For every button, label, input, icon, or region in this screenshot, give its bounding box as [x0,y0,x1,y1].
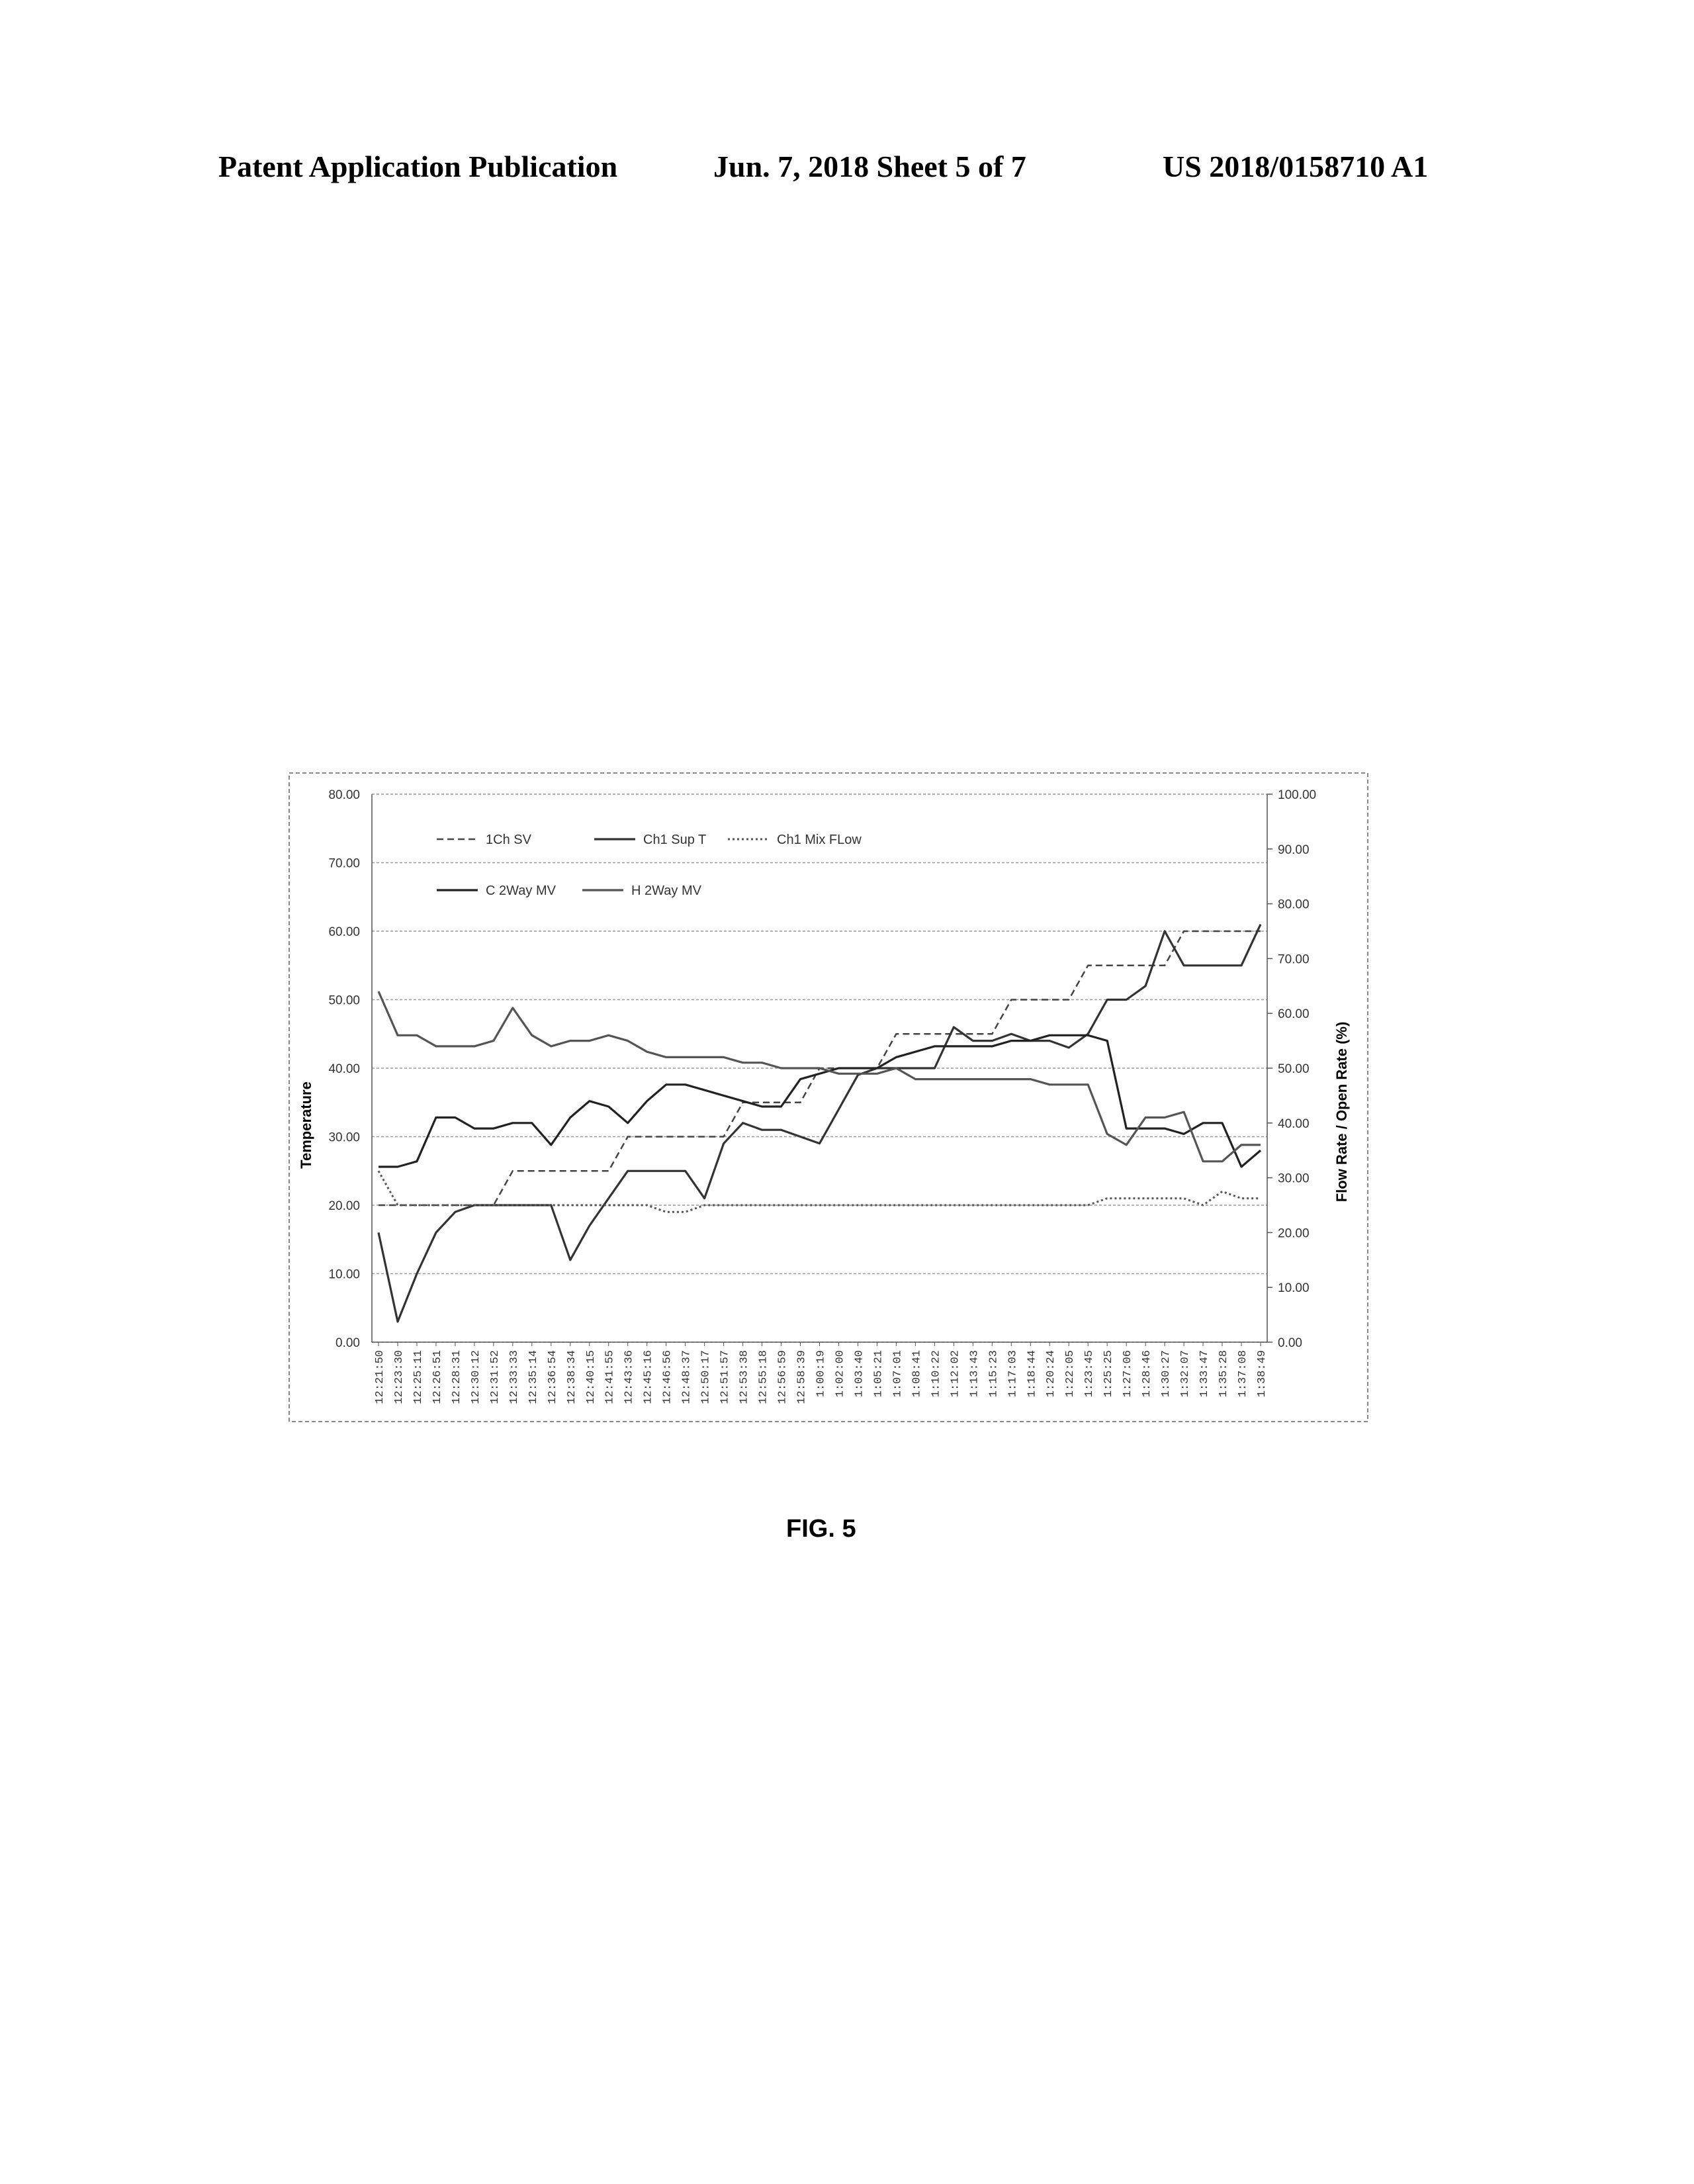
y-axis-label-right: Flow Rate / Open Rate (%) [1333,1022,1350,1203]
y-tick-label-right: 10.00 [1278,1281,1310,1295]
legend-label: 1Ch SV [486,833,532,847]
x-tick-label: 1:13:43 [968,1350,981,1397]
y-axis-label-left: Temperature [298,1081,314,1169]
x-tick-label: 12:38:34 [566,1350,578,1404]
x-tick-label: 12:31:52 [489,1350,502,1404]
x-tick-label: 12:35:14 [527,1350,540,1404]
legend-label: Ch1 Mix FLow [777,833,862,847]
y-tick-label-left: 70.00 [328,857,360,871]
x-tick-label: 1:38:49 [1256,1350,1269,1397]
x-tick-label: 12:23:30 [393,1350,406,1404]
y-tick-label-right: 60.00 [1278,1007,1310,1021]
y-tick-label-left: 50.00 [328,994,360,1008]
x-tick-label: 1:00:19 [815,1350,828,1397]
series-line-h-2way-mv [379,991,1261,1161]
chart-frame [289,773,1368,1422]
y-tick-label-left: 60.00 [328,925,360,939]
legend-label: Ch1 Sup T [643,833,706,847]
x-tick-label: 1:37:08 [1237,1350,1249,1397]
legend-label: H 2Way MV [631,884,702,898]
figure-label: FIG. 5 [786,1510,918,1547]
x-tick-label: 1:35:28 [1218,1350,1230,1397]
y-tick-label-left: 30.00 [328,1131,360,1145]
y-tick-label-right: 100.00 [1278,788,1316,802]
series-line-c-2way-mv [379,1035,1261,1167]
x-tick-label: 12:30:12 [470,1350,482,1404]
x-tick-label: 12:53:38 [738,1350,751,1404]
x-tick-label: 1:27:06 [1122,1350,1134,1397]
x-tick-label: 12:51:57 [719,1350,732,1404]
y-tick-label-left: 20.00 [328,1199,360,1213]
x-tick-label: 12:21:50 [374,1350,386,1404]
y-tick-label-right: 20.00 [1278,1226,1310,1240]
x-tick-label: 12:28:31 [451,1350,463,1404]
x-tick-label: 12:58:39 [796,1350,809,1404]
y-tick-label-right: 90.00 [1278,843,1310,857]
series-lines [379,925,1261,1322]
x-tick-label: 12:43:36 [623,1350,636,1404]
x-tick-label: 1:25:25 [1102,1350,1115,1397]
y-tick-label-left: 0.00 [335,1336,360,1350]
y-tick-label-right: 50.00 [1278,1062,1310,1076]
x-tick-label: 1:12:02 [949,1350,961,1397]
x-tick-label: 12:41:55 [604,1350,617,1404]
x-tick-label: 1:05:21 [872,1350,885,1397]
x-tick-label: 1:10:22 [930,1350,942,1397]
x-tick-label: 1:30:27 [1160,1350,1173,1397]
x-tick-label: 1:15:23 [987,1350,1000,1397]
x-tick-label: 12:33:33 [508,1350,521,1404]
x-tick-label: 1:22:05 [1064,1350,1077,1397]
chart-legend: 1Ch SV Ch1 Sup T Ch1 Mix FLow C 2Way MV H 2W… [437,833,862,898]
y-tick-label-right: 40.00 [1278,1117,1310,1131]
axes: 0.00 10.00 20.00 30.00 40.00 50.00 60.00 70.00 8… [328,788,1316,1404]
x-tick-label: 12:40:15 [585,1350,598,1404]
x-tick-label: 12:26:51 [431,1350,444,1404]
x-tick-label: 12:46:56 [662,1350,674,1404]
x-tick-label: 1:18:44 [1026,1350,1038,1397]
y-tick-label-right: 0.00 [1278,1336,1302,1350]
x-tick-label: 1:02:00 [834,1350,846,1397]
x-tick-label: 1:32:07 [1179,1350,1192,1397]
x-tick-label: 1:08:41 [911,1350,923,1397]
x-tick-label: 1:33:47 [1198,1350,1211,1397]
x-tick-label: 12:56:59 [777,1350,789,1404]
x-tick-label: 1:23:45 [1083,1350,1096,1397]
x-tick-label: 12:55:18 [758,1350,770,1404]
y-tick-label-left: 10.00 [328,1268,360,1282]
x-tick-label: 12:25:11 [412,1350,425,1404]
x-tick-label: 1:03:40 [853,1350,866,1397]
x-tick-label: 12:36:54 [547,1350,559,1404]
y-tick-label-right: 80.00 [1278,898,1310,912]
x-tick-label: 12:48:37 [681,1350,693,1404]
x-tick-label: 1:07:01 [891,1350,904,1397]
y-tick-label-left: 40.00 [328,1062,360,1076]
legend-label: C 2Way MV [486,884,557,898]
x-tick-label: 1:17:03 [1006,1350,1019,1397]
x-tick-label: 12:45:16 [643,1350,655,1404]
y-tick-label-right: 30.00 [1278,1172,1310,1186]
y-tick-label-right: 70.00 [1278,952,1310,966]
x-tick-label: 1:20:24 [1045,1350,1057,1397]
x-tick-label: 12:50:17 [700,1350,713,1404]
x-tick-label: 1:28:46 [1141,1350,1153,1397]
y-tick-label-left: 80.00 [328,788,360,802]
